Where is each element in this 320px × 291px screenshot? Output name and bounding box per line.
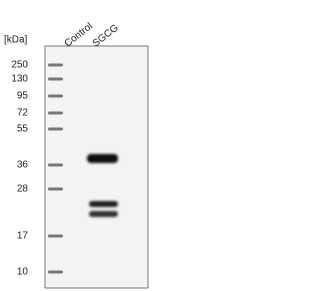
band xyxy=(89,211,118,217)
ladder-band xyxy=(48,127,63,131)
sample-bands xyxy=(87,154,118,217)
marker-label: 10 xyxy=(17,267,29,278)
marker-label: 250 xyxy=(11,60,28,71)
ladder-band xyxy=(48,94,63,98)
marker-label: 36 xyxy=(17,160,29,171)
lane-label: SGCG xyxy=(91,23,121,50)
marker-label: 28 xyxy=(17,184,29,195)
ladder-band xyxy=(48,63,63,67)
band xyxy=(89,201,118,207)
western-blot: [kDa] Control SGCG 250 130 95 72 55 36 28 17 10 xyxy=(4,21,149,289)
blot-membrane xyxy=(44,45,149,289)
ladder-band xyxy=(48,111,63,115)
marker-label: 95 xyxy=(17,91,29,102)
ladder-band xyxy=(48,234,63,238)
unit-label: [kDa] xyxy=(4,35,28,46)
ladder-band xyxy=(48,163,63,167)
ladder-band xyxy=(48,270,63,274)
ladder-band xyxy=(48,77,63,81)
band xyxy=(87,154,118,163)
marker-label: 17 xyxy=(17,231,29,242)
marker-label: 72 xyxy=(17,108,29,119)
marker-label: 55 xyxy=(17,124,29,135)
marker-labels: 250 130 95 72 55 36 28 17 10 xyxy=(11,60,28,278)
ladder-band xyxy=(48,187,63,191)
lane-label: Control xyxy=(63,21,95,50)
marker-label: 130 xyxy=(11,74,28,85)
